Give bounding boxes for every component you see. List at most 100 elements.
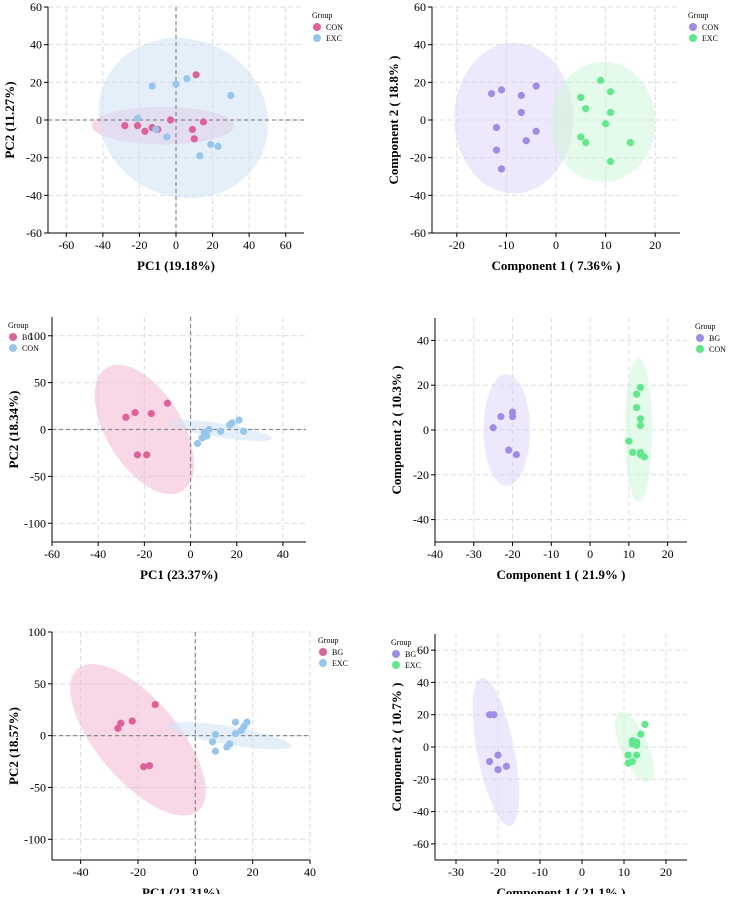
x-tick-label: 0 [579, 865, 585, 879]
y-tick-label: -20 [413, 468, 429, 482]
point-exc [243, 718, 251, 726]
point-con [629, 448, 637, 456]
point-exc [208, 738, 217, 746]
data-points [121, 71, 235, 160]
point-con [636, 421, 645, 430]
point-con [532, 127, 540, 135]
y-tick-label: 0 [40, 729, 46, 743]
point-exc [231, 729, 240, 738]
point-exc [626, 139, 635, 147]
y-tick-label: -20 [410, 151, 426, 165]
legend: Group CON EXC [312, 11, 343, 43]
point-con [640, 453, 648, 461]
ellipse-con [454, 42, 574, 194]
x-tick-label: 20 [207, 238, 219, 252]
point-con [199, 118, 208, 126]
point-con [492, 146, 501, 154]
x-tick-label: -20 [449, 238, 465, 252]
point-con [205, 425, 213, 434]
x-tick-label: 0 [188, 547, 194, 561]
data-points [486, 711, 649, 774]
y-tick-label: 100 [28, 625, 46, 639]
point-bg [512, 451, 521, 459]
ellipse-bg [483, 374, 530, 486]
point-exc [134, 114, 142, 122]
y-tick-label: 0 [423, 740, 429, 754]
point-bg [143, 451, 151, 459]
point-bg [502, 762, 510, 770]
legend-marker-con [9, 344, 17, 352]
tick-labels: -30 -20 -10 0 10 20 -60 -40 -20 0 20 40 60 [413, 643, 672, 879]
y-tick-label: 60 [30, 0, 42, 14]
legend-marker-con [696, 345, 704, 353]
confidence-ellipses [483, 358, 653, 502]
point-con [141, 127, 149, 135]
x-tick-label: -30 [466, 547, 482, 561]
legend: Group BG CON [8, 321, 39, 353]
y-tick-label: 0 [40, 423, 46, 437]
x-tick-label: 10 [600, 238, 612, 252]
point-bg [128, 717, 136, 725]
point-exc [211, 747, 219, 755]
legend-label-exc: EXC [702, 34, 718, 43]
confidence-ellipses [91, 37, 269, 199]
point-con [166, 116, 175, 124]
tick-labels: -60 -40 -20 0 20 40 -100 -50 0 50 100 [24, 329, 289, 561]
y-tick-label: 40 [417, 675, 429, 689]
x-axis-title: Component 1 ( 21.9% ) [497, 567, 626, 582]
x-tick-label: 20 [247, 865, 259, 879]
x-axis-title: PC1 (23.37%) [140, 567, 218, 582]
point-con [190, 135, 198, 143]
point-bg [486, 757, 494, 766]
point-con [522, 137, 530, 145]
legend: Group CON EXC [688, 11, 719, 43]
y-tick-label: -100 [24, 832, 46, 846]
point-con [636, 383, 645, 392]
point-con [497, 86, 506, 94]
x-tick-label: 10 [623, 547, 635, 561]
legend-title: Group [391, 638, 411, 647]
x-tick-label: 0 [192, 865, 198, 879]
legend-label-con: CON [22, 344, 39, 353]
legend-label-con: CON [709, 345, 726, 354]
legend-label-bg: BG [22, 333, 33, 342]
point-bg [151, 700, 159, 709]
point-bg [489, 424, 497, 432]
y-tick-label: -60 [410, 226, 426, 240]
point-bg [145, 762, 154, 770]
legend-label-exc: EXC [332, 659, 348, 668]
y-axis-title: PC2 (18.34%) [6, 391, 21, 469]
x-tick-label: -40 [73, 865, 89, 879]
legend-marker-bg [9, 333, 17, 341]
point-exc [624, 751, 632, 759]
y-tick-label: 50 [34, 677, 46, 691]
point-exc [597, 76, 605, 85]
point-con [240, 427, 248, 435]
point-con [625, 437, 633, 445]
x-tick-label: 0 [587, 547, 593, 561]
point-con [517, 108, 525, 117]
x-axis-title: Component 1 ( 21.1% ) [497, 885, 626, 894]
x-tick-label: -30 [448, 865, 464, 879]
x-axis-title: PC1 (21.31%) [142, 885, 220, 894]
x-tick-label: -60 [44, 547, 60, 561]
y-tick-label: -40 [410, 188, 426, 202]
point-bg [133, 451, 142, 459]
legend-title: Group [8, 321, 28, 330]
x-tick-label: 40 [277, 547, 289, 561]
ellipse-bg [472, 677, 520, 826]
point-con [633, 404, 641, 412]
point-exc [582, 139, 590, 147]
point-exc [577, 133, 585, 141]
y-tick-label: -50 [30, 780, 46, 794]
point-con [121, 122, 129, 130]
point-con [188, 125, 197, 134]
panel-middle-left: -60 -40 -20 0 20 40 -100 -50 0 50 100 PC1 (23.37%) P… [6, 317, 306, 582]
y-tick-label: -20 [26, 151, 42, 165]
point-bg [147, 409, 155, 418]
y-tick-label: 20 [414, 75, 426, 89]
point-bg [163, 399, 172, 407]
x-tick-label: -10 [532, 865, 548, 879]
point-exc [606, 157, 615, 166]
